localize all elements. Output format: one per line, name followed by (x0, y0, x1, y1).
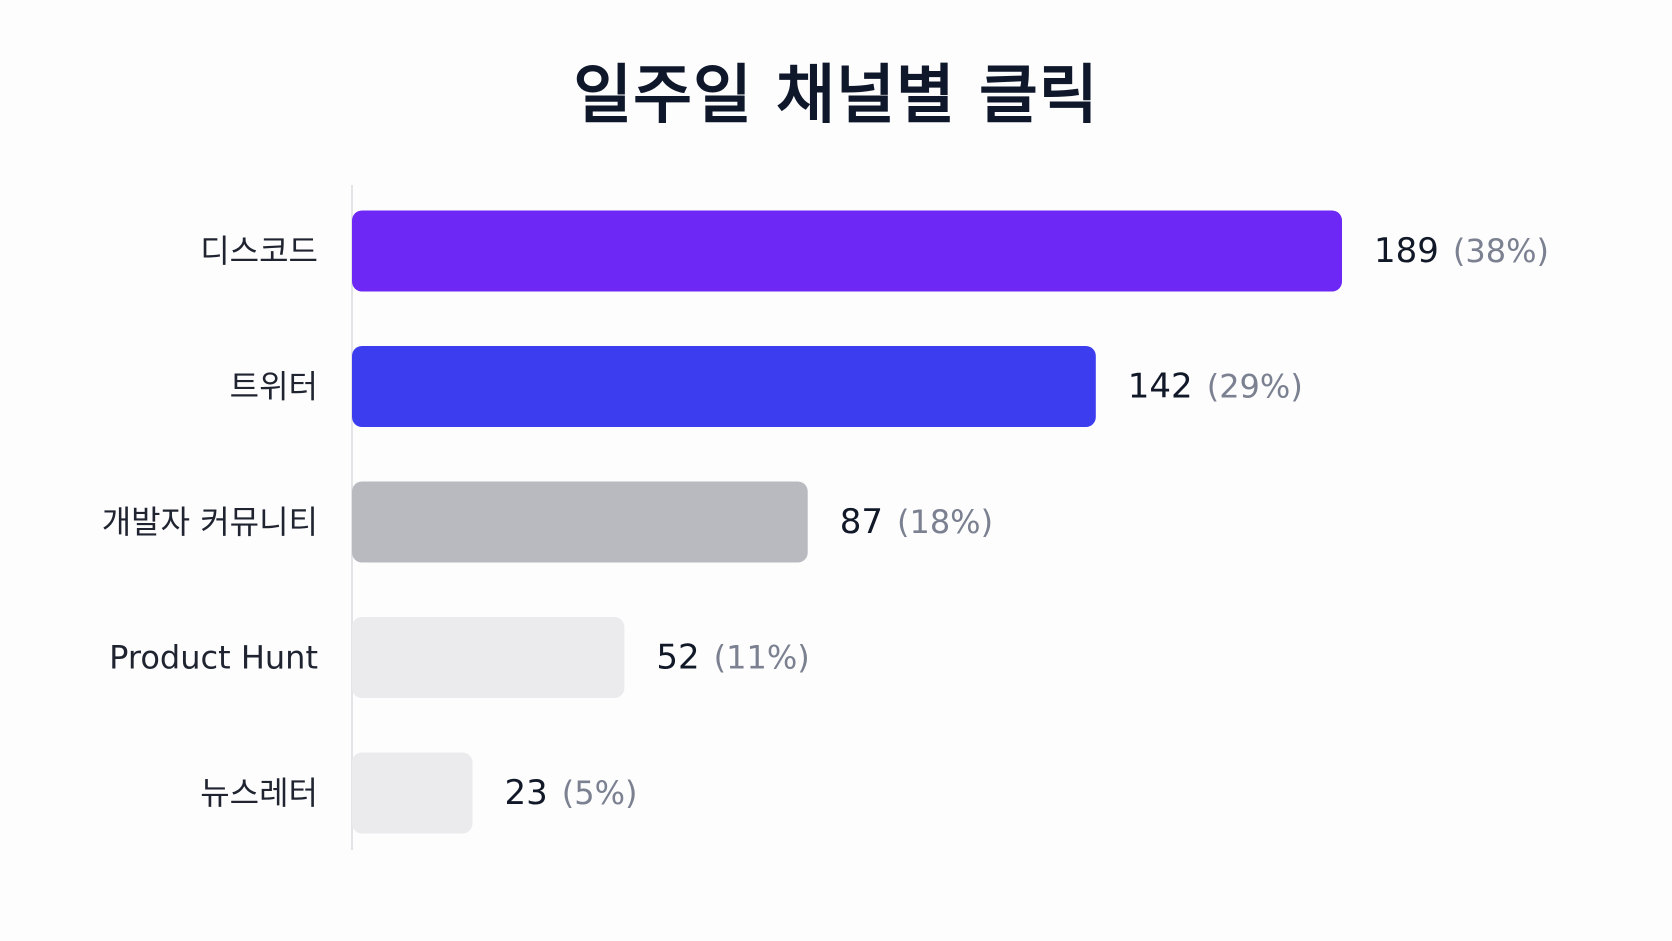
chart-title: 일주일 채널별 클릭 (573, 59, 1099, 133)
percent-label: (11%) (714, 639, 810, 677)
value-label: 52 (11%) (656, 638, 809, 678)
percent-label: (18%) (897, 503, 993, 541)
bar (352, 481, 808, 563)
category-label: 트위터 (230, 368, 318, 406)
percent-label: (38%) (1453, 232, 1549, 270)
category-label: 개발자 커뮤니티 (102, 503, 318, 541)
bar-group: 디스코드 189 (38%) 트위터 142 (29%) 개발자 커뮤니티 87 (18%) Pr… (102, 210, 1549, 834)
value-label: 142 (29%) (1128, 367, 1303, 407)
category-label: 디스코드 (200, 232, 318, 270)
value-number: 23 (504, 773, 547, 813)
value-label: 23 (5%) (504, 773, 637, 813)
category-label: 뉴스레터 (200, 774, 318, 812)
category-label: Product Hunt (109, 639, 318, 677)
value-number: 52 (656, 638, 699, 678)
value-number: 142 (1128, 367, 1193, 407)
percent-label: (29%) (1207, 368, 1303, 406)
percent-label: (5%) (562, 774, 638, 812)
bar (352, 752, 473, 834)
value-number: 189 (1374, 231, 1439, 271)
bar (352, 210, 1342, 292)
value-label: 87 (18%) (840, 502, 993, 542)
value-label: 189 (38%) (1374, 231, 1549, 271)
bar (352, 346, 1096, 427)
value-number: 87 (840, 502, 883, 542)
bar (352, 617, 625, 698)
